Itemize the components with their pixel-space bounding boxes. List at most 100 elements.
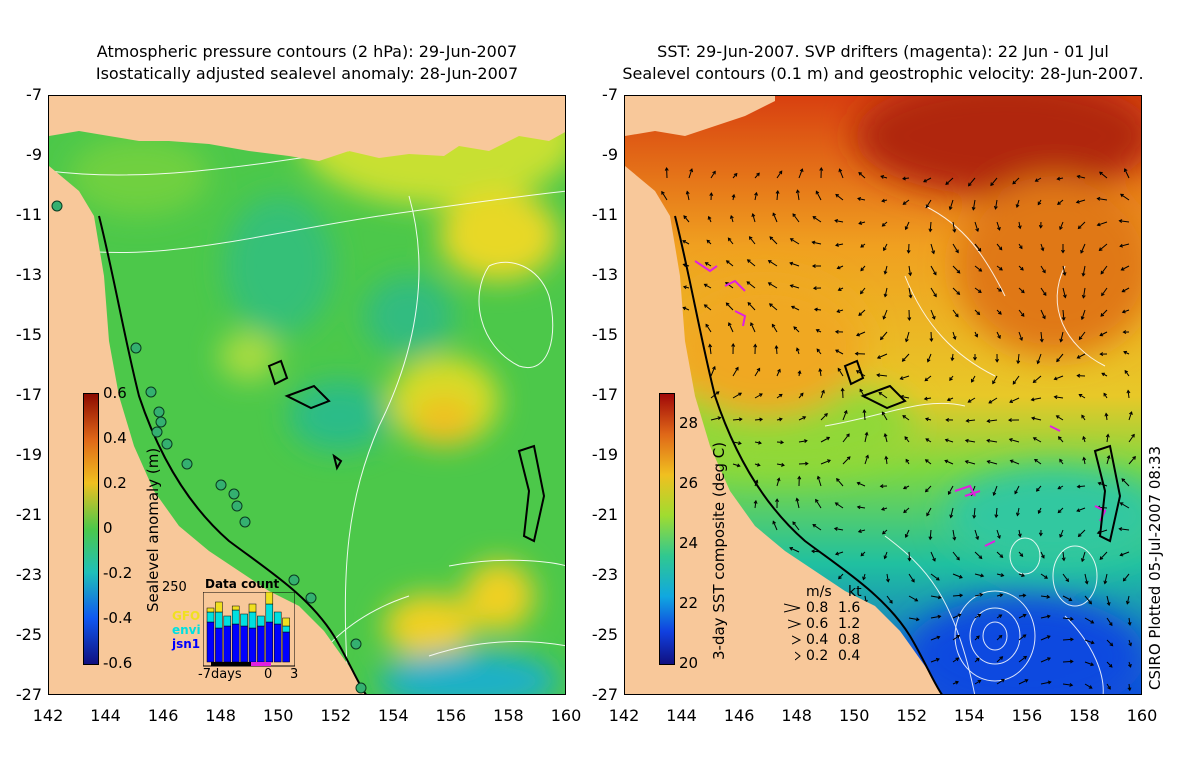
left-map-title-line2: Isostatically adjusted sealevel anomaly:… [95, 64, 519, 83]
left-lon-tick: 158 [493, 706, 524, 725]
sealevel-colorbar-tick: 0.6 [103, 384, 127, 402]
right-lat-tick: -9 [602, 145, 618, 164]
left-lat-tick: -13 [15, 265, 42, 284]
sst-colorbar [659, 393, 675, 665]
sealevel-colorbar-tick: -0.4 [103, 609, 133, 627]
left-lat-tick: -21 [15, 505, 42, 524]
data-count-x-end: 3 [290, 667, 299, 682]
new-guinea-landmass [625, 96, 775, 136]
left-lon-tick: 150 [262, 706, 294, 725]
left-lon-tick: 152 [320, 706, 352, 725]
sst-colorbar-tick: 24 [679, 534, 699, 552]
right-lon-tick: 146 [723, 706, 755, 725]
right-lat-tick: -21 [591, 505, 618, 524]
tide-gauge-markers [51, 200, 367, 694]
right-lat-tick: -13 [591, 265, 618, 284]
data-count-x-zero: 0 [264, 667, 273, 682]
left-lon-tick: 144 [90, 706, 121, 725]
right-lat-tick: -25 [591, 625, 618, 644]
left-lon-tick: 146 [147, 706, 179, 725]
right-lat-tick: -23 [591, 565, 618, 584]
scale-arrow-icon [794, 649, 804, 667]
reef-outline [98, 215, 367, 694]
sealevel-colorbar-tick: -0.6 [103, 654, 133, 672]
left-lat-tick: -11 [15, 205, 42, 224]
right-lon-tick: 160 [1126, 706, 1158, 725]
scale-header-ms: m/s [806, 584, 832, 600]
sealevel-colorbar-tick: 0 [103, 519, 113, 537]
scale-value-kt: 1.2 [838, 616, 861, 632]
satellite-envi-label: envi [172, 623, 201, 637]
right-lon-tick: 150 [838, 706, 870, 725]
data-count-title: Data count [205, 577, 280, 591]
coral-sea-islands [843, 359, 1122, 543]
right-lon-tick: 154 [954, 706, 985, 725]
right-lat-tick: -15 [591, 325, 618, 344]
right-lat-tick: -11 [591, 205, 618, 224]
right-lon-tick: 142 [608, 706, 640, 725]
right-lon-tick: 148 [781, 706, 812, 725]
sealevel-colorbar [83, 393, 99, 665]
right-lat-tick: -27 [591, 685, 618, 704]
sealevel-colorbar-tick: -0.2 [103, 564, 133, 582]
left-lat-tick: -17 [15, 385, 42, 404]
scale-value-ms: 0.8 [806, 600, 829, 616]
right-lon-tick: 144 [666, 706, 697, 725]
left-lon-tick: 148 [205, 706, 236, 725]
coral-sea-islands [267, 359, 546, 543]
new-guinea-landmass [49, 96, 565, 161]
scale-value-ms: 0.2 [806, 648, 829, 664]
right-map-title-line1: SST: 29-Jun-2007. SVP drifters (magenta)… [657, 42, 1109, 61]
left-lat-tick: -25 [15, 625, 42, 644]
right-lat-tick: -7 [602, 85, 618, 104]
scale-arrow-icon [787, 617, 804, 635]
satellite-jsn1-label: jsn1 [172, 637, 201, 651]
left-lat-tick: -27 [15, 685, 42, 704]
left-lat-tick: -7 [26, 85, 42, 104]
scale-arrow-icon [791, 633, 804, 651]
svp-drifter-tracks [694, 260, 1107, 547]
geostrophic-velocity-arrows [661, 167, 1136, 692]
left-lon-tick: 154 [378, 706, 409, 725]
data-count-x-start: -7days [198, 667, 242, 682]
right-map-title-line2: Sealevel contours (0.1 m) and geostrophi… [622, 64, 1144, 83]
sealevel-colorbar-label: Sealevel anomaly (m) [144, 447, 162, 612]
data-count-max: 250 [162, 580, 187, 595]
left-lon-tick: 160 [550, 706, 582, 725]
sealevel-contours [824, 205, 1106, 694]
australia-landmass [49, 166, 366, 694]
scale-value-kt: 0.4 [838, 648, 861, 664]
scale-header-kt: kt [848, 584, 862, 600]
right-lon-tick: 152 [896, 706, 928, 725]
scale-value-ms: 0.6 [806, 616, 829, 632]
sst-colorbar-tick: 28 [679, 414, 699, 432]
sealevel-colorbar-tick: 0.4 [103, 429, 127, 447]
right-lon-tick: 158 [1069, 706, 1100, 725]
left-lat-tick: -19 [15, 445, 42, 464]
left-lat-tick: -15 [15, 325, 42, 344]
australia-landmass [625, 166, 942, 694]
scale-arrow-icon [783, 601, 804, 619]
right-lat-tick: -17 [591, 385, 618, 404]
left-lat-tick: -9 [26, 145, 42, 164]
satellite-gfo-label: GFO [172, 609, 201, 623]
left-map-title-line1: Atmospheric pressure contours (2 hPa): 2… [96, 42, 518, 61]
right-lon-tick: 156 [1011, 706, 1043, 725]
sst-colorbar-tick: 22 [679, 594, 699, 612]
scale-value-ms: 0.4 [806, 632, 829, 648]
reef-outline [674, 215, 943, 694]
sealevel-colorbar-tick: 0.2 [103, 474, 127, 492]
sst-colorbar-label: 3-day SST composite (deg C) [710, 441, 728, 660]
left-lon-tick: 142 [32, 706, 64, 725]
sst-colorbar-tick: 20 [679, 654, 699, 672]
sst-colorbar-tick: 26 [679, 474, 699, 492]
scale-value-kt: 1.6 [838, 600, 861, 616]
sealevel-anomaly-map [48, 95, 566, 695]
left-lat-tick: -23 [15, 565, 42, 584]
left-lon-tick: 156 [435, 706, 467, 725]
scale-value-kt: 0.8 [838, 632, 861, 648]
plot-credit: CSIRO Plotted 05-Jul-2007 08:33 [1146, 445, 1164, 690]
data-count-histogram [203, 592, 295, 667]
right-lat-tick: -19 [591, 445, 618, 464]
sst-map [624, 95, 1142, 695]
